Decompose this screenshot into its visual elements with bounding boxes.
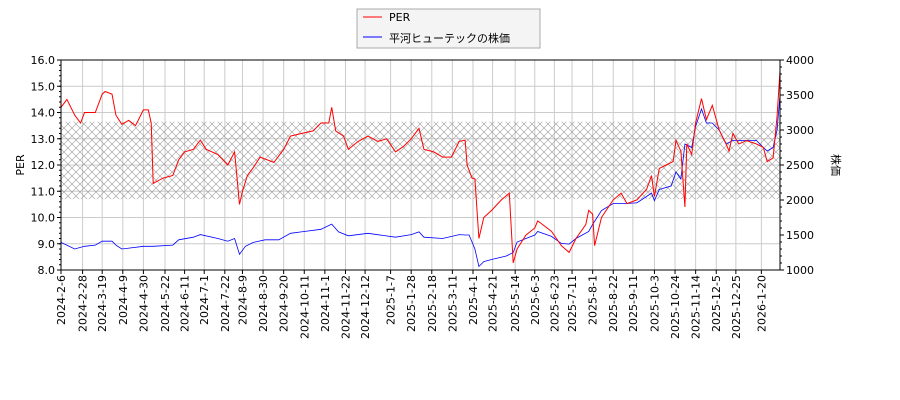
x-tick-label: 2024-8-30 (257, 275, 270, 332)
y-tick-label-right: 2500 (786, 159, 814, 172)
x-tick-label: 2025-10-24 (669, 275, 682, 339)
x-tick-label: 2025-1-28 (405, 275, 418, 332)
x-tick-label: 2025-7-11 (566, 275, 579, 332)
y-tick-label-right: 4000 (786, 54, 814, 67)
x-tick-label: 2024-11-22 (339, 275, 352, 339)
x-tick-label: 2025-4-1 (467, 275, 480, 325)
y-tick-label-left: 13.0 (31, 133, 56, 146)
y-tick-label-left: 11.0 (31, 185, 56, 198)
y-tick-label-right: 1500 (786, 229, 814, 242)
x-tick-label: 2024-11-1 (319, 275, 332, 332)
x-tick-label: 2024-6-11 (179, 275, 192, 332)
x-tick-label: 2025-6-3 (529, 275, 542, 325)
legend-price-label: 平河ヒューテックの株価 (389, 31, 510, 45)
x-tick-label: 2025-12-5 (710, 275, 723, 332)
x-tick-label: 2025-3-11 (446, 275, 459, 332)
x-tick-label: 2025-10-3 (648, 275, 661, 332)
y-axis-right-label: 株価 (829, 154, 843, 176)
x-tick-label: 2024-4-9 (117, 275, 130, 325)
x-tick-label: 2024-9-20 (278, 275, 291, 332)
legend: PER 平河ヒューテックの株価 (356, 8, 541, 49)
y-tick-label-right: 2000 (786, 194, 814, 207)
y-tick-label-left: 10.0 (31, 212, 56, 225)
x-tick-label: 2025-11-14 (690, 275, 703, 339)
y-tick-label-right: 3500 (786, 89, 814, 102)
y-tick-label-left: 8.0 (38, 264, 56, 277)
x-tick-label: 2024-10-11 (298, 275, 311, 339)
x-tick-label: 2025-5-14 (509, 275, 522, 332)
x-tick-label: 2025-8-22 (607, 275, 620, 332)
y-tick-label-left: 14.0 (31, 107, 56, 120)
y-tick-label-right: 1000 (786, 264, 814, 277)
x-tick-label: 2024-12-12 (359, 275, 372, 339)
y-tick-label-left: 12.0 (31, 159, 56, 172)
x-tick-label: 2026-1-20 (755, 275, 768, 332)
x-tick-label: 2024-8-9 (236, 275, 249, 325)
x-tick-label: 2024-7-22 (219, 275, 232, 332)
x-tick-label: 2024-7-1 (198, 275, 211, 325)
legend-per-label: PER (389, 11, 411, 24)
x-tick-label: 2025-6-23 (548, 275, 561, 332)
y-tick-label-left: 9.0 (38, 238, 56, 251)
per-series-line (60, 70, 781, 264)
x-tick-label: 2025-12-25 (730, 275, 743, 339)
x-tick-label: 2024-5-22 (159, 275, 172, 332)
x-tick-label: 2025-4-21 (487, 275, 500, 332)
y-tick-label-right: 3000 (786, 124, 814, 137)
x-tick-label: 2024-3-19 (96, 275, 109, 332)
x-tick-label: 2025-8-1 (587, 275, 600, 325)
x-tick-label: 2024-2-28 (77, 275, 90, 332)
x-tick-label: 2024-2-6 (55, 275, 68, 325)
x-tick-label: 2025-9-11 (627, 275, 640, 332)
x-tick-label: 2025-2-18 (426, 275, 439, 332)
y-axis-left-label: PER (14, 154, 27, 176)
x-tick-label: 2025-1-7 (385, 275, 398, 325)
y-tick-label-left: 15.0 (31, 80, 56, 93)
y-tick-label-left: 16.0 (31, 54, 56, 67)
x-tick-label: 2024-4-30 (137, 275, 150, 332)
